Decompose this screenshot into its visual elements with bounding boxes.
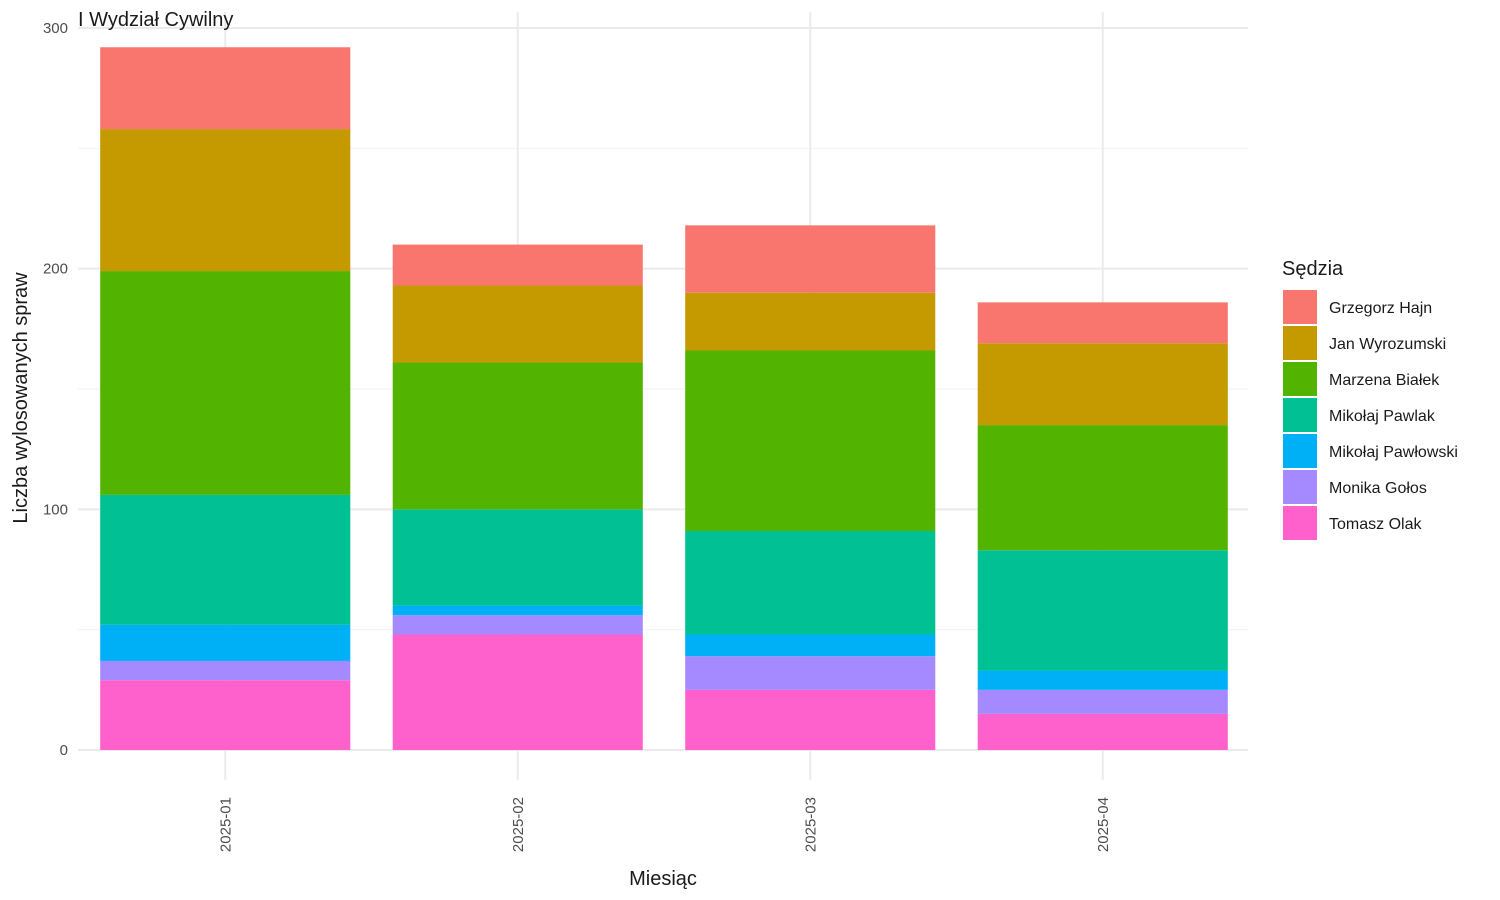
legend-label-tomasz-olak: Tomasz Olak [1329, 516, 1422, 533]
legend-label-monika-golos: Monika Gołos [1329, 480, 1427, 497]
bar-segment-2025-03-jan-wyrozumski [685, 292, 936, 351]
y-axis-title: Liczba wylosowanych spraw [10, 272, 32, 524]
bar-segment-2025-04-marzena-bialek [977, 425, 1228, 551]
bar-segment-2025-02-tomasz-olak [392, 634, 643, 750]
legend-key-jan-wyrozumski [1283, 326, 1317, 360]
y-tick-label: 100 [43, 501, 68, 518]
legend-key-monika-golos [1283, 470, 1317, 504]
legend-label-marzena-bialek: Marzena Białek [1329, 372, 1440, 389]
bar-segment-2025-02-jan-wyrozumski [392, 285, 643, 363]
bar-segment-2025-04-tomasz-olak [977, 713, 1228, 750]
bar-segment-2025-04-grzegorz-hajn [977, 302, 1228, 344]
bar-segment-2025-04-monika-golos [977, 689, 1228, 714]
bar-segment-2025-04-mikolaj-pawlowski [977, 670, 1228, 690]
bar-segment-2025-03-tomasz-olak [685, 689, 936, 750]
y-tick-label: 300 [43, 20, 68, 37]
bar-segment-2025-02-grzegorz-hajn [392, 244, 643, 286]
bars [100, 47, 1228, 750]
legend-label-grzegorz-hajn: Grzegorz Hajn [1329, 300, 1432, 317]
x-tick-label: 2025-04 [1095, 797, 1112, 852]
legend-key-grzegorz-hajn [1283, 290, 1317, 324]
bar-segment-2025-04-mikolaj-pawlak [977, 550, 1228, 671]
chart-title: I Wydział Cywilny [78, 9, 233, 31]
bar-segment-2025-02-monika-golos [392, 615, 643, 635]
legend-key-mikolaj-pawlak [1283, 398, 1317, 432]
bar-segment-2025-02-mikolaj-pawlak [392, 509, 643, 606]
bar-segment-2025-03-mikolaj-pawlowski [685, 634, 936, 657]
x-axis-title: Miesiąc [629, 868, 697, 890]
bar-segment-2025-01-marzena-bialek [100, 271, 351, 495]
bar-segment-2025-02-mikolaj-pawlowski [392, 605, 643, 616]
bar-segment-2025-02-marzena-bialek [392, 362, 643, 510]
bar-segment-2025-04-jan-wyrozumski [977, 343, 1228, 426]
bar-segment-2025-01-mikolaj-pawlak [100, 494, 351, 625]
y-tick-label: 200 [43, 261, 68, 278]
bar-segment-2025-03-mikolaj-pawlak [685, 530, 936, 635]
legend-label-mikolaj-pawlak: Mikołaj Pawlak [1329, 408, 1436, 425]
bar-segment-2025-03-monika-golos [685, 656, 936, 690]
legend-key-marzena-bialek [1283, 362, 1317, 396]
legend-key-tomasz-olak [1283, 506, 1317, 540]
legend-label-mikolaj-pawlowski: Mikołaj Pawłowski [1329, 444, 1458, 461]
y-tick-label: 0 [60, 742, 68, 759]
bar-segment-2025-03-grzegorz-hajn [685, 225, 936, 293]
bar-segment-2025-01-tomasz-olak [100, 680, 351, 750]
legend-label-jan-wyrozumski: Jan Wyrozumski [1329, 336, 1446, 353]
legend: Sędzia Grzegorz Hajn Jan Wyrozumski Marzen… [1282, 258, 1458, 540]
bar-segment-2025-01-grzegorz-hajn [100, 47, 351, 130]
legend-key-mikolaj-pawlowski [1283, 434, 1317, 468]
bar-segment-2025-01-mikolaj-pawlowski [100, 624, 351, 661]
bar-segment-2025-01-monika-golos [100, 660, 351, 681]
x-tick-label: 2025-01 [217, 797, 234, 852]
legend-title: Sędzia [1282, 258, 1344, 280]
x-axis-ticks: 2025-01 2025-02 2025-03 2025-04 [217, 797, 1112, 852]
y-axis-ticks: 0 100 200 300 [43, 20, 68, 759]
x-tick-label: 2025-02 [510, 797, 527, 852]
bar-segment-2025-01-jan-wyrozumski [100, 129, 351, 272]
bar-segment-2025-03-marzena-bialek [685, 350, 936, 531]
x-tick-label: 2025-03 [802, 797, 819, 852]
